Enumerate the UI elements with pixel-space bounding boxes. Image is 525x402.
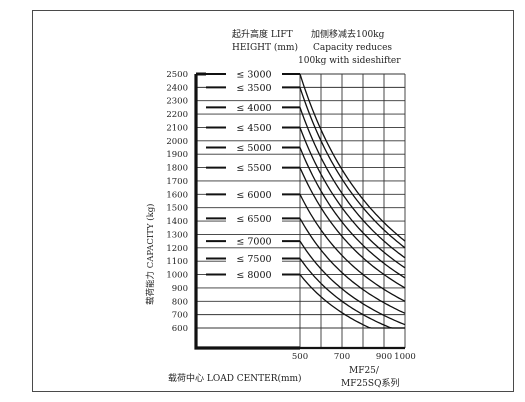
y-tick-label: 600 (172, 324, 188, 334)
capacity-curve-3 (299, 127, 406, 269)
x-tick-label: 500 (292, 352, 308, 362)
height-label-bg-7 (226, 212, 282, 225)
height-label-3: ≤ 4500 (236, 123, 271, 134)
x-tick-label: 1000 (394, 352, 416, 362)
lift-height-title-line2: HEIGHT (mm) (232, 42, 298, 53)
y-tick-label: 1800 (166, 164, 188, 174)
y-tick-label: 1100 (166, 257, 188, 267)
height-labels: ≤ 3000 ≤ 3500 ≤ 4000 ≤ 4500 ≤ 5000 ≤ 5500 ≤ 60… (206, 68, 300, 281)
x-axis-label: 载荷中心 LOAD CENTER(mm) (168, 372, 302, 384)
y-tick-label: 1900 (166, 150, 188, 160)
y-tick-label: 2100 (166, 123, 188, 133)
y-tick-label: 2300 (166, 97, 188, 107)
sideshifter-note-line2: Capacity reduces (313, 43, 392, 53)
sideshifter-note-line3: 100kg with sideshifter (298, 56, 401, 66)
y-tick-label: 1500 (166, 204, 188, 214)
y-tick-label: 800 (172, 297, 188, 307)
capacity-curve-4 (299, 147, 406, 279)
capacity-curve-9 (299, 258, 405, 329)
height-label-2: ≤ 4000 (236, 103, 271, 114)
y-tick-label: 1700 (166, 177, 188, 187)
height-label-bg-2 (226, 101, 282, 114)
height-label-8: ≤ 7000 (236, 237, 271, 248)
height-label-bg-8 (226, 235, 282, 248)
height-label-bg-0 (226, 68, 282, 80)
y-tick-label: 1300 (166, 230, 188, 240)
axis-frame (194, 74, 300, 350)
axes: 2500 2400 2300 2200 2100 2000 1900 1800 1700 1600… (166, 70, 415, 362)
y-tick-label: 2200 (166, 110, 188, 120)
y-tick-label: 1600 (166, 190, 188, 200)
model-line1: MF25/ (349, 366, 380, 376)
y-tick-label: 1000 (166, 271, 188, 281)
y-tick-label: 2400 (166, 83, 188, 93)
chart-frame (32, 10, 514, 392)
height-label-bg-3 (226, 121, 282, 134)
height-label-4: ≤ 5000 (236, 143, 271, 154)
y-tick-label: 700 (172, 311, 188, 321)
capacity-curve-1 (299, 87, 406, 249)
height-label-bg-10 (226, 268, 282, 281)
y-tick-label: 2000 (166, 137, 188, 147)
y-tick-label: 1200 (166, 244, 188, 254)
capacity-curves (299, 73, 406, 329)
capacity-curve-10 (299, 274, 405, 329)
height-label-5: ≤ 5500 (236, 163, 271, 174)
height-label-bg-9 (226, 252, 282, 265)
height-label-bg-5 (226, 161, 282, 174)
height-label-bg-1 (226, 81, 282, 94)
capacity-curve-5 (299, 167, 406, 289)
height-label-9: ≤ 7500 (236, 254, 271, 265)
capacity-curve-7 (299, 218, 406, 314)
height-label-bg-4 (226, 141, 282, 154)
lift-height-title-line1: 起升高度 LIFT (232, 28, 293, 40)
capacity-curve-8 (299, 240, 406, 326)
capacity-curve-0 (299, 73, 406, 242)
capacity-curve-2 (299, 107, 406, 259)
y-tick-label: 900 (172, 284, 188, 294)
model-line2: MF25SQ系列 (341, 377, 399, 389)
height-label-1: ≤ 3500 (236, 83, 271, 94)
y-axis-label: 载荷能力 CAPACITY (kg) (145, 204, 156, 306)
y-tick-label: 1400 (166, 217, 188, 227)
capacity-curve-6 (299, 194, 406, 302)
height-label-6: ≤ 6000 (236, 190, 271, 201)
x-tick-label: 700 (334, 352, 350, 362)
height-label-10: ≤ 8000 (236, 270, 271, 281)
height-label-7: ≤ 6500 (236, 214, 271, 225)
height-label-0: ≤ 3000 (236, 70, 271, 81)
sideshifter-note-line1: 加侧移减去100kg (311, 28, 385, 40)
height-label-bg-6 (226, 188, 282, 201)
y-tick-label: 2500 (166, 70, 188, 80)
x-tick-label: 900 (376, 352, 392, 362)
